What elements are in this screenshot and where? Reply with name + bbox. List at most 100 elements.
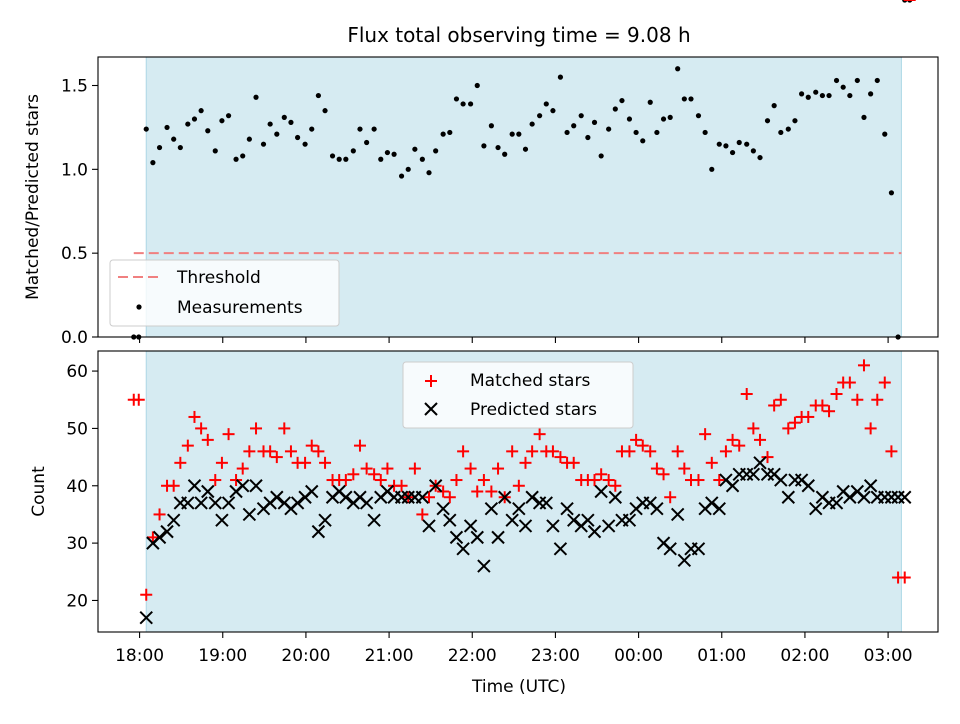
matched-star-point <box>705 456 718 469</box>
predicted-star-point <box>436 501 450 516</box>
predicted-star-point <box>477 559 491 573</box>
measurement-point <box>868 91 874 97</box>
predicted-star-point <box>236 479 250 493</box>
measurement-point <box>667 114 673 120</box>
matched-star-point <box>726 433 739 446</box>
measurement-point <box>522 146 529 152</box>
measurement-point <box>813 89 819 95</box>
measurement-point <box>240 153 246 159</box>
matched-star-point <box>774 393 787 406</box>
predicted-star-point <box>774 473 788 487</box>
predicted-star-point <box>581 513 595 527</box>
measurement-point <box>350 148 356 154</box>
predicted-star-point <box>139 610 153 625</box>
measurement-point <box>612 106 618 112</box>
bottom-legend: Matched stars Predicted stars <box>402 361 634 429</box>
measurement-point <box>598 153 604 159</box>
measurement-point <box>619 97 625 104</box>
matched-star-point <box>416 508 429 521</box>
matched-star-point <box>319 456 332 469</box>
matched-star-point <box>650 462 663 475</box>
measurement-point <box>716 141 722 147</box>
predicted-stars-points <box>139 456 912 625</box>
measurement-point <box>150 160 156 166</box>
measurement-point <box>647 99 653 105</box>
matched-star-point <box>740 388 753 401</box>
measurement-point <box>371 126 377 132</box>
predicted-star-point <box>449 530 464 545</box>
predicted-star-point <box>194 496 208 510</box>
matched-star-point <box>278 422 291 435</box>
matched-star-point <box>526 445 539 458</box>
measurement-point <box>882 131 888 137</box>
matched-star-point <box>519 456 532 469</box>
bottom-legend-box <box>402 361 634 429</box>
predicted-star-point <box>422 519 436 533</box>
measurement-point <box>398 173 405 179</box>
measurement-point <box>778 129 784 136</box>
predicted-star-point <box>181 496 195 510</box>
measurement-point <box>460 101 466 107</box>
matched-star-point <box>843 376 856 389</box>
matched-star-point <box>243 445 256 458</box>
top-legend: Threshold Measurements <box>109 259 340 327</box>
measurement-point <box>591 119 598 125</box>
matched-star-point <box>312 445 325 458</box>
measurement-point <box>750 148 756 154</box>
x-tick-label: 18:00 <box>115 646 164 666</box>
matched-star-point <box>423 491 436 504</box>
matched-star-point <box>664 491 677 504</box>
measurement-point <box>585 134 591 141</box>
predicted-star-point <box>443 513 457 527</box>
matched-star-point <box>437 485 450 498</box>
predicted-star-point <box>463 519 478 533</box>
predicted-star-point <box>801 479 815 493</box>
matched-star-point <box>678 462 691 475</box>
predicted-star-point <box>567 513 581 527</box>
measurement-point <box>143 126 149 132</box>
matched-star-point <box>768 399 781 412</box>
predicted-star-point <box>187 479 202 493</box>
matched-star-point <box>871 393 884 406</box>
bottom-axes: 20 30 40 50 60 18:00 19:00 20:00 21:00 22:00 23:0… <box>29 0 939 697</box>
matched-star-point <box>692 474 705 487</box>
matched-star-point <box>898 571 911 584</box>
predicted-star-point <box>622 513 637 527</box>
measurement-point <box>474 82 480 89</box>
matched-star-point <box>657 468 670 481</box>
matched-star-point <box>374 474 387 487</box>
predicted-star-point <box>201 484 215 499</box>
measurement-point <box>336 156 342 162</box>
predicted-star-point <box>670 507 685 522</box>
matched-star-point <box>368 468 381 481</box>
measurement-point <box>688 96 694 102</box>
bottom-y-tick-label: 40 <box>66 477 88 497</box>
bottom-y-axis-label: Count <box>29 466 49 517</box>
predicted-star-point <box>428 479 443 493</box>
predicted-star-point <box>677 553 692 568</box>
measurement-point <box>799 91 805 97</box>
measurement-point <box>847 92 853 99</box>
matched-star-point <box>830 388 843 401</box>
measurement-point <box>509 131 515 137</box>
predicted-star-point <box>705 496 719 510</box>
predicted-star-point <box>359 496 374 510</box>
matched-star-point <box>305 439 318 452</box>
matched-star-point <box>236 462 249 475</box>
measurement-point <box>322 108 328 114</box>
top-y-tick-label: 0.0 <box>61 328 88 348</box>
measurement-point <box>675 66 681 72</box>
measurement-point <box>357 126 363 132</box>
matched-star-point <box>747 422 760 435</box>
predicted-star-point <box>221 496 236 510</box>
x-tick-label: 23:00 <box>531 646 580 666</box>
measurement-point <box>771 103 777 109</box>
matched-star-point <box>153 508 166 521</box>
measurement-point <box>288 119 294 125</box>
matched-star-point <box>353 439 366 452</box>
measurement-point <box>543 101 549 107</box>
bottom-y-ticks: 20 30 40 50 60 <box>66 362 98 611</box>
measurement-point <box>826 92 832 99</box>
matched-star-point <box>230 474 243 487</box>
